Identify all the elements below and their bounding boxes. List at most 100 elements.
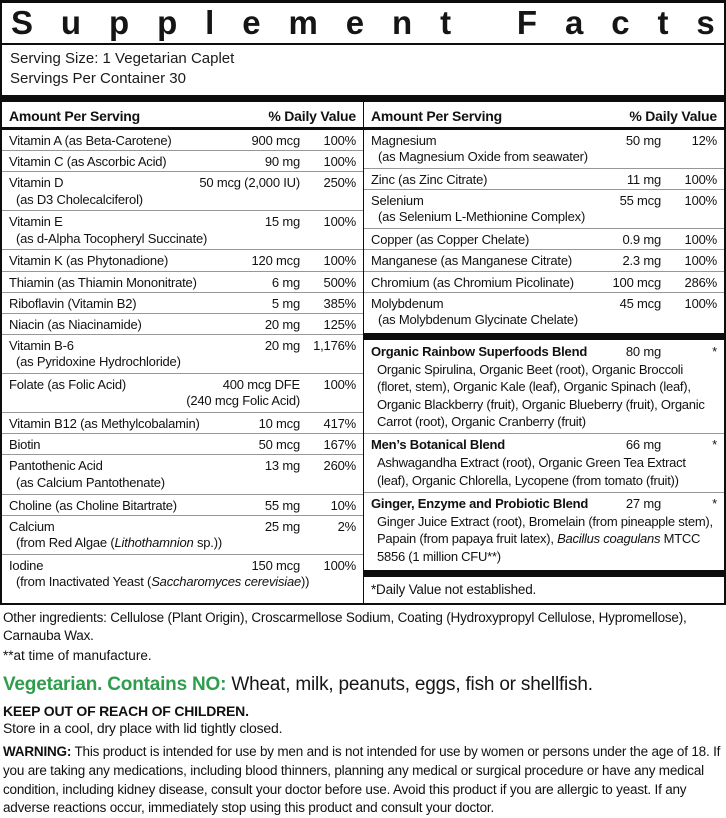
nutrient-amount: 6 mg <box>271 274 300 290</box>
nutrient-daily-value: 417% <box>323 416 357 432</box>
table-row: Iodine 150 mcg 100% (from Inactivated Yeast… <box>2 553 363 593</box>
nutrient-amount: 80 mg <box>625 343 661 359</box>
facts-columns: Amount Per Serving % Daily Value Vitamin… <box>2 102 724 603</box>
column-header: Amount Per Serving % Daily Value <box>2 102 363 131</box>
word-space <box>479 6 489 40</box>
nutrient-main-line: Vitamin B-6 20 mg 1,176% <box>2 335 363 355</box>
serving-size: Serving Size: 1 Vegetarian Caplet <box>10 49 235 67</box>
nutrient-name: Zinc (as Zinc Citrate) <box>371 172 488 188</box>
nutrient-main-line: Vitamin B12 (as Methylcobalamin) 10 mcg 41… <box>2 413 363 433</box>
table-row: Calcium 25 mg 2% (from Red Algae (Lithotham… <box>2 514 363 554</box>
blend-ingredients: Ashwagandha Extract (root), Organic Gree… <box>364 454 724 492</box>
nutrient-main-line: Vitamin K (as Phytonadione) 120 mcg 100% <box>2 250 363 270</box>
text-segment: MTCC 5856 (1 million CFU**) <box>377 531 701 564</box>
nutrient-name: Vitamin A (as Beta-Carotene) <box>9 133 172 149</box>
nutrient-source-line: (as Calcium Pantothenate) <box>2 475 363 494</box>
table-row: Thiamin (as Thiamin Mononitrate) 6 mg 500% <box>2 270 363 292</box>
blend-rows: Organic Rainbow Superfoods Blend 80 mg * Or… <box>364 341 724 568</box>
nutrient-amount: 5 mg <box>271 295 300 311</box>
nutrient-main-line: Niacin (as Niacinamide) 20 mg 125% <box>2 314 363 334</box>
nutrient-source-line: (as d-Alpha Tocopheryl Succinate) <box>2 231 363 250</box>
nutrient-amount: 55 mg <box>264 497 300 513</box>
nutrient-amount: 50 mg <box>625 133 661 149</box>
nutrient-daily-value: 10% <box>330 497 357 513</box>
nutrient-main-line: Copper (as Copper Chelate) 0.9 mg 100% <box>364 229 724 249</box>
nutrient-daily-value: 100% <box>323 253 357 269</box>
text-segment: (as d-Alpha Tocopheryl Succinate) <box>16 230 208 246</box>
servings-per-container: Servings Per Container 30 <box>10 70 186 88</box>
nutrient-name: Organic Rainbow Superfoods Blend <box>371 343 588 359</box>
title-letter: c <box>611 4 630 41</box>
nutrient-main-line: Men’s Botanical Blend 66 mg * <box>364 434 724 454</box>
nutrient-main-line: Ginger, Enzyme and Probiotic Blend 27 mg * <box>364 493 724 513</box>
nutrient-daily-value: 1,176% <box>313 338 356 354</box>
thick-divider-bar <box>364 332 724 340</box>
keep-out-of-reach: KEEP OUT OF REACH OF CHILDREN. <box>3 703 249 720</box>
title-letter: a <box>564 4 584 41</box>
nutrient-main-line: Vitamin A (as Beta-Carotene) 900 mcg 100% <box>2 130 363 150</box>
nutrient-daily-value: 100% <box>323 557 357 573</box>
vegetarian-rest: Wheat, milk, peanuts, eggs, fish or shel… <box>231 674 593 696</box>
nutrient-name: Molybdenum <box>371 295 444 311</box>
nutrient-daily-value: 100% <box>323 154 357 170</box>
nutrient-name: Biotin <box>9 437 41 453</box>
amount-per-serving-header: Amount Per Serving <box>371 108 502 125</box>
title-letter: S <box>11 4 34 41</box>
title-letter: e <box>242 4 261 41</box>
nutrient-amount: 400 mcg DFE <box>222 377 300 393</box>
nutrient-amount: 20 mg <box>264 338 300 354</box>
table-row: Vitamin D 50 mcg (2,000 IU) 250% (as D3 Cho… <box>2 171 363 210</box>
nutrient-main-line: Vitamin D 50 mcg (2,000 IU) 250% <box>2 172 363 192</box>
daily-value-header: % Daily Value <box>629 108 717 125</box>
text-segment: Lithothamnion <box>114 534 194 550</box>
nutrient-main-line: Thiamin (as Thiamin Mononitrate) 6 mg 500% <box>2 272 363 292</box>
nutrient-amount: 25 mg <box>264 518 300 534</box>
nutrient-name: Vitamin D <box>9 175 64 191</box>
table-row: Niacin (as Niacinamide) 20 mg 125% <box>2 312 363 334</box>
nutrient-amount: 13 mg <box>264 458 300 474</box>
nutrient-main-line: Zinc (as Zinc Citrate) 11 mg 100% <box>364 169 724 189</box>
table-row: Manganese (as Manganese Citrate) 2.3 mg 10… <box>364 249 724 270</box>
nutrient-sub-amount-line: (240 mcg Folic Acid) <box>2 393 363 412</box>
nutrient-name: Choline (as Choline Bitartrate) <box>9 497 177 513</box>
nutrient-daily-value: 2% <box>337 518 357 534</box>
label-bottom-text: Other ingredients: Cellulose (Plant Orig… <box>0 605 726 818</box>
nutrient-name: Selenium <box>371 193 424 209</box>
text-segment: (as Magnesium Oxide from seawater) <box>378 149 588 165</box>
title-letter: u <box>60 4 82 41</box>
nutrient-rows-left: Vitamin A (as Beta-Carotene) 900 mcg 100% V… <box>2 130 363 593</box>
nutrient-source-line: (as Magnesium Oxide from seawater) <box>364 149 724 168</box>
nutrient-name: Iodine <box>9 557 44 573</box>
nutrient-main-line: Chromium (as Chromium Picolinate) 100 mcg… <box>364 272 724 292</box>
nutrient-name: Vitamin B12 (as Methylcobalamin) <box>9 416 200 432</box>
nutrient-name: Folate (as Folic Acid) <box>9 377 126 393</box>
table-row: Ginger, Enzyme and Probiotic Blend 27 mg *… <box>364 491 724 568</box>
nutrient-amount: 55 mcg <box>619 193 662 209</box>
manufacture-note: **at time of manufacture. <box>3 648 152 664</box>
table-row: Folate (as Folic Acid) 400 mcg DFE 100% (24… <box>2 373 363 412</box>
thick-divider-bar <box>364 569 724 577</box>
text-segment: )) <box>301 573 310 589</box>
nutrient-name: Magnesium <box>371 133 437 149</box>
nutrient-amount: 900 mcg <box>251 133 301 149</box>
warning-statement: WARNING: This product is intended for us… <box>3 743 722 818</box>
nutrient-name: Calcium <box>9 518 55 534</box>
nutrient-name: Vitamin E <box>9 214 63 230</box>
table-row: Vitamin K (as Phytonadione) 120 mcg 100% <box>2 249 363 270</box>
nutrient-amount: 2.3 mg <box>622 253 661 269</box>
nutrient-amount: 15 mg <box>264 214 300 230</box>
column-header: Amount Per Serving % Daily Value <box>364 102 724 131</box>
nutrient-daily-value: 100% <box>684 232 718 248</box>
table-row: Riboflavin (Vitamin B2) 5 mg 385% <box>2 291 363 313</box>
title-letter: e <box>345 4 365 41</box>
nutrient-name: Chromium (as Chromium Picolinate) <box>371 274 574 290</box>
nutrient-daily-value: 12% <box>691 133 718 149</box>
serving-info: Serving Size: 1 Vegetarian Caplet Servin… <box>2 45 724 95</box>
nutrient-name: Riboflavin (Vitamin B2) <box>9 295 137 311</box>
nutrient-daily-value: 286% <box>684 274 718 290</box>
text-segment: Organic Spirulina, Organic Beet (root), … <box>377 361 705 429</box>
thick-divider-bar <box>2 95 724 103</box>
amount-per-serving-header: Amount Per Serving <box>9 108 140 125</box>
title-letter: n <box>392 4 413 41</box>
